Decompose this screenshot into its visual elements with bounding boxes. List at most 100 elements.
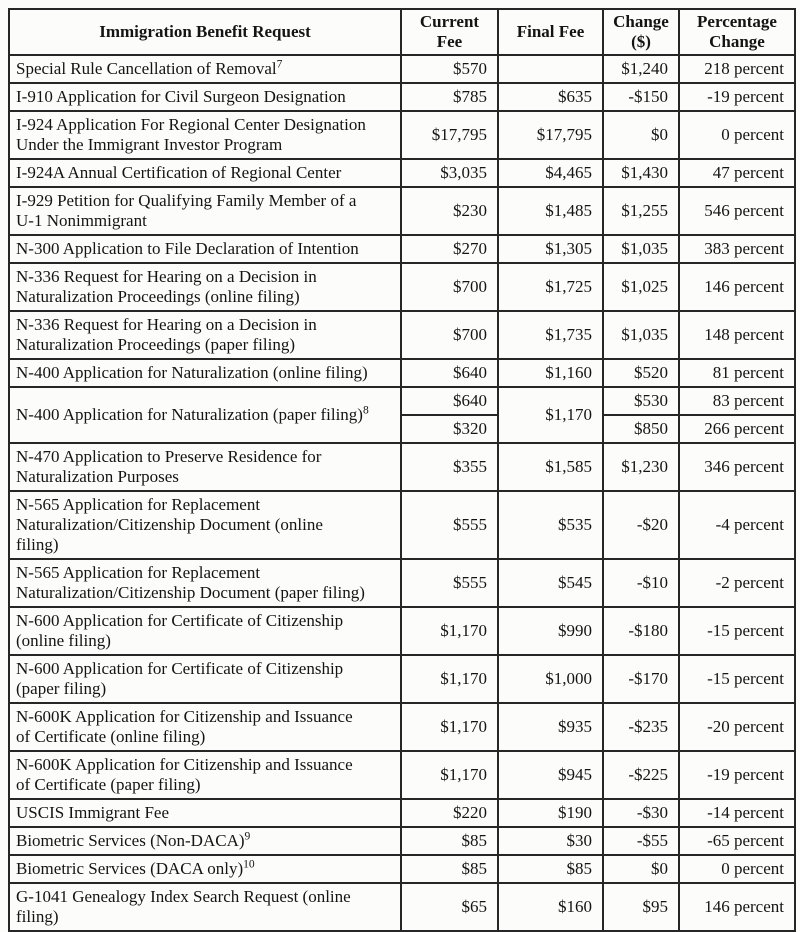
final-fee-cell: $30 [497,826,604,856]
benefit-name: N-600 Application for Certificate of Cit… [16,611,344,650]
footnote-marker: 9 [244,829,251,843]
table-row: I-924 Application For Regional Center De… [8,110,796,160]
benefit-name-cell: N-470 Application to Preserve Residence … [8,442,402,492]
benefit-name: N-336 Request for Hearing on a Decision … [16,315,317,354]
percentage-change-cell: 47 percent [678,158,796,188]
benefit-name-cell: Special Rule Cancellation of Removal7 [8,54,402,84]
current-fee-cell: $640 [400,386,499,416]
table-row: N-600K Application for Citizenship and I… [8,750,796,800]
current-fee-cell: $555 [400,558,499,608]
benefit-name-cell: N-400 Application for Naturalization (pa… [8,386,402,444]
benefit-name-cell: Biometric Services (Non-DACA)9 [8,826,402,856]
percentage-change-cell: 148 percent [678,310,796,360]
final-fee-cell: $17,795 [497,110,604,160]
benefit-name-cell: N-600 Application for Certificate of Cit… [8,606,402,656]
benefit-name-cell: USCIS Immigrant Fee [8,798,402,828]
table-row: N-336 Request for Hearing on a Decision … [8,262,796,312]
current-fee-cell: $640 [400,358,499,388]
table-row: N-470 Application to Preserve Residence … [8,442,796,492]
benefit-name-cell: N-565 Application for Replacement Natura… [8,558,402,608]
benefit-name: Special Rule Cancellation of Removal [16,59,277,78]
benefit-name: N-600K Application for Citizenship and I… [16,707,353,746]
final-fee-cell: $1,485 [497,186,604,236]
current-fee-cell: $1,170 [400,750,499,800]
change-cell: -$170 [602,654,680,704]
benefit-name: N-600 Application for Certificate of Cit… [16,659,344,698]
benefit-name: N-400 Application for Naturalization (on… [16,363,368,382]
final-fee-cell: $990 [497,606,604,656]
final-fee-cell: $935 [497,702,604,752]
current-fee-cell: $1,170 [400,654,499,704]
current-fee-cell: $85 [400,826,499,856]
change-cell: -$10 [602,558,680,608]
benefit-name: Biometric Services (Non-DACA) [16,831,245,850]
change-cell: -$150 [602,82,680,112]
final-fee-cell: $1,160 [497,358,604,388]
table-row: I-910 Application for Civil Surgeon Desi… [8,82,796,112]
benefit-name: N-565 Application for Replacement Natura… [16,495,323,554]
table-row: N-600 Application for Certificate of Cit… [8,606,796,656]
percentage-change-cell: 346 percent [678,442,796,492]
benefit-name-cell: N-336 Request for Hearing on a Decision … [8,310,402,360]
current-fee-cell: $320 [400,414,499,444]
table-row: N-400 Application for Naturalization (on… [8,358,796,388]
table-row: Biometric Services (Non-DACA)9 $85 $30 -… [8,826,796,856]
table-row-split-top: N-400 Application for Naturalization (pa… [8,386,796,444]
change-cell: -$30 [602,798,680,828]
benefit-name: N-336 Request for Hearing on a Decision … [16,267,317,306]
current-fee-cell: $1,170 [400,606,499,656]
percentage-change-cell: 0 percent [678,854,796,884]
benefit-name-cell: N-300 Application to File Declaration of… [8,234,402,264]
benefit-name: N-400 Application for Naturalization (pa… [16,405,363,424]
change-cell: -$55 [602,826,680,856]
current-fee-cell: $85 [400,854,499,884]
header-current-fee: Current Fee [400,8,499,56]
current-fee-cell: $700 [400,262,499,312]
table-header-row: Immigration Benefit Request Current Fee … [8,8,796,56]
percentage-change-cell: -65 percent [678,826,796,856]
benefit-name-cell: N-600K Application for Citizenship and I… [8,702,402,752]
change-cell: $1,430 [602,158,680,188]
change-cell: $0 [602,110,680,160]
benefit-name: I-910 Application for Civil Surgeon Desi… [16,87,346,106]
benefit-name: Biometric Services (DACA only) [16,859,244,878]
current-fee-cell: $700 [400,310,499,360]
final-fee-cell: $85 [497,854,604,884]
change-cell: $1,035 [602,234,680,264]
percentage-change-cell: 266 percent [678,414,796,444]
percentage-change-cell: -2 percent [678,558,796,608]
current-fee-cell: $230 [400,186,499,236]
benefit-name: G-1041 Genealogy Index Search Request (o… [16,887,351,926]
table-row: N-300 Application to File Declaration of… [8,234,796,264]
change-cell: $1,230 [602,442,680,492]
final-fee-cell: $1,735 [497,310,604,360]
header-change-dollars: Change ($) [602,8,680,56]
final-fee-cell: $1,585 [497,442,604,492]
benefit-name-cell: Biometric Services (DACA only)10 [8,854,402,884]
final-fee-cell: $635 [497,82,604,112]
table-row: Biometric Services (DACA only)10 $85 $85… [8,854,796,884]
current-fee-cell: $355 [400,442,499,492]
percentage-change-cell: -20 percent [678,702,796,752]
percentage-change-cell: -14 percent [678,798,796,828]
final-fee-cell: $1,170 [497,386,604,444]
final-fee-cell: $535 [497,490,604,560]
current-fee-cell: $785 [400,82,499,112]
percentage-change-cell: -15 percent [678,606,796,656]
table-row: I-929 Petition for Qualifying Family Mem… [8,186,796,236]
table-row-split-bottom: $320 $850 266 percent [9,414,796,444]
change-cell: $520 [602,358,680,388]
change-cell: $1,035 [602,310,680,360]
table-row: N-565 Application for Replacement Natura… [8,558,796,608]
change-cell: -$20 [602,490,680,560]
current-fee-cell: $3,035 [400,158,499,188]
table-row: N-336 Request for Hearing on a Decision … [8,310,796,360]
change-cell: $1,255 [602,186,680,236]
current-fee-cell: $270 [400,234,499,264]
benefit-name: I-924A Annual Certification of Regional … [16,163,342,182]
header-final-fee: Final Fee [497,8,604,56]
benefit-name: I-929 Petition for Qualifying Family Mem… [16,191,357,230]
change-cell: $1,025 [602,262,680,312]
table-row: Special Rule Cancellation of Removal7 $5… [8,54,796,84]
